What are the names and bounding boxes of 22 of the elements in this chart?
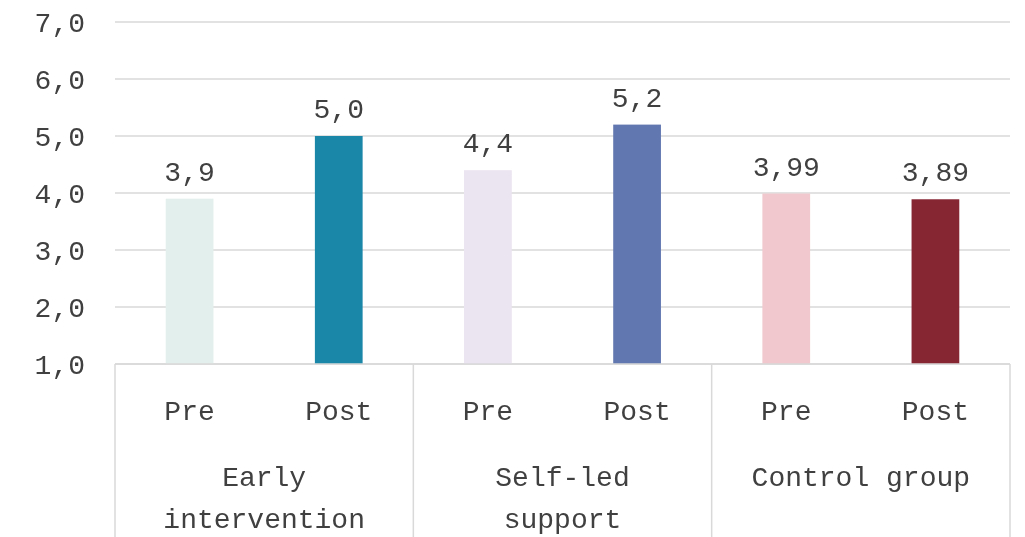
- x-tick-label: Post: [603, 396, 671, 428]
- x-tick-label: Pre: [462, 396, 514, 428]
- text: Control group: [751, 462, 971, 494]
- data-label: 5,2: [611, 83, 663, 115]
- y-tick-label: 2,0: [34, 293, 85, 325]
- data-label: 5,0: [313, 95, 364, 126]
- data-label: 3,89: [901, 158, 970, 190]
- x-tick-label: Post: [901, 396, 970, 428]
- text: Self-led support: [495, 462, 630, 536]
- y-tick-label: 5,0: [34, 122, 85, 154]
- y-tick-label: 7,0: [34, 8, 85, 40]
- data-label: 4,4: [462, 129, 514, 161]
- data-label: 3,99: [752, 152, 820, 184]
- y-tick-label: 3,0: [34, 236, 85, 268]
- x-tick-label: Pre: [164, 396, 215, 428]
- y-tick-label: 1,0: [34, 350, 85, 382]
- y-tick-label: 6,0: [34, 65, 85, 97]
- text: Early intervention: [163, 462, 365, 536]
- x-tick-label: Pre: [761, 396, 812, 428]
- y-tick-label: 4,0: [34, 179, 85, 211]
- x-tick-label: Post: [305, 396, 373, 428]
- data-label: 3,9: [164, 157, 215, 189]
